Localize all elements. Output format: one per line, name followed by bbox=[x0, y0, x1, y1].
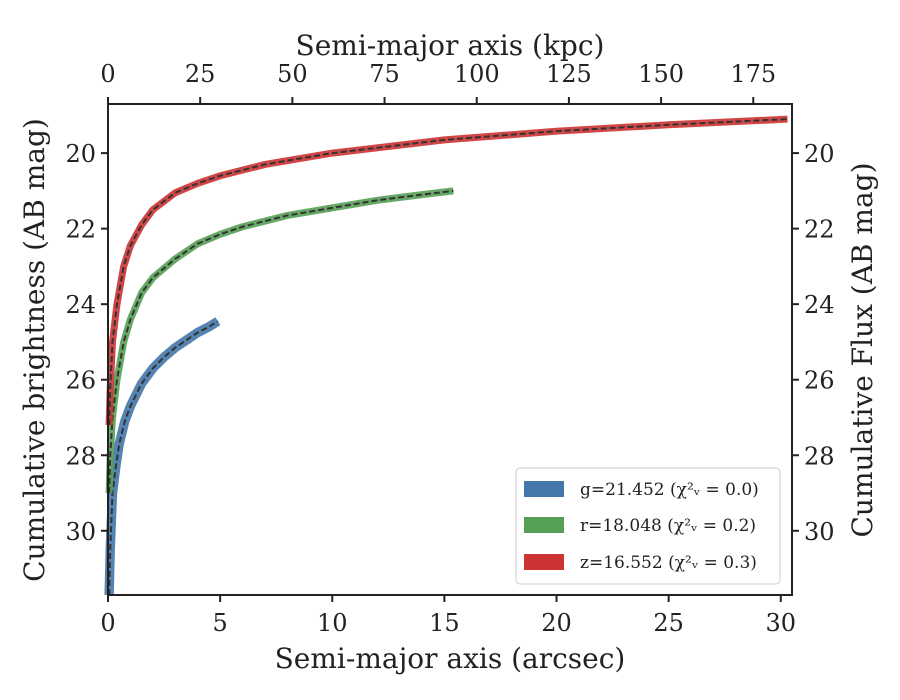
right-y-tick-label: 24 bbox=[804, 291, 835, 319]
y-tick-label: 26 bbox=[65, 367, 96, 395]
top-x-tick-label: 0 bbox=[100, 60, 115, 88]
x-tick-label: 20 bbox=[541, 609, 572, 637]
legend: g=21.452 (χ²ᵥ = 0.0) r=18.048 (χ²ᵥ = 0.2… bbox=[515, 467, 781, 585]
series-model-line-0 bbox=[108, 320, 219, 596]
right-y-tick-label: 26 bbox=[804, 367, 835, 395]
legend-label-r: r=18.048 (χ²ᵥ = 0.2) bbox=[580, 516, 756, 536]
x-tick-label: 5 bbox=[212, 609, 227, 637]
right-y-tick-label: 30 bbox=[804, 518, 835, 546]
series-model-line-1 bbox=[108, 189, 454, 494]
series-layer bbox=[104, 115, 788, 596]
right-y-tick-label: 20 bbox=[804, 140, 835, 168]
top-x-tick-label: 175 bbox=[730, 60, 776, 88]
right-y-tick-label: 22 bbox=[804, 216, 835, 244]
top-x-tick-label: 150 bbox=[638, 60, 684, 88]
top-x-tick-label: 125 bbox=[546, 60, 592, 88]
legend-label-z: z=16.552 (χ²ᵥ = 0.3) bbox=[580, 553, 757, 573]
legend-swatch-r bbox=[524, 517, 564, 533]
legend-swatch-z bbox=[524, 554, 564, 570]
y-tick-label: 24 bbox=[65, 291, 96, 319]
top-x-axis: 0 25 50 75 100 125 150 175 bbox=[100, 60, 776, 104]
x-tick-label: 25 bbox=[653, 609, 684, 637]
bottom-x-axis: 0 5 10 15 20 25 30 bbox=[100, 595, 796, 637]
x-axis-title: Semi-major axis (arcsec) bbox=[275, 642, 626, 675]
right-y-axis: 20 22 24 26 28 30 bbox=[792, 140, 835, 546]
plot-frame bbox=[107, 103, 793, 596]
y-axis-title: Cumulative brightness (AB mag) bbox=[18, 118, 51, 582]
x-tick-label: 0 bbox=[100, 609, 115, 637]
right-y-axis-title: Cumulative Flux (AB mag) bbox=[846, 162, 879, 537]
y-tick-label: 30 bbox=[65, 518, 96, 546]
y-tick-label: 22 bbox=[65, 216, 96, 244]
top-x-axis-title: Semi-major axis (kpc) bbox=[296, 29, 605, 62]
y-tick-label: 20 bbox=[65, 140, 96, 168]
left-y-axis: 20 22 24 26 28 30 bbox=[65, 140, 108, 546]
legend-swatch-g bbox=[524, 481, 564, 497]
legend-box bbox=[515, 467, 781, 585]
x-tick-label: 10 bbox=[317, 609, 348, 637]
legend-label-g: g=21.452 (χ²ᵥ = 0.0) bbox=[580, 480, 759, 500]
right-y-tick-label: 28 bbox=[804, 442, 835, 470]
y-tick-label: 28 bbox=[65, 442, 96, 470]
x-tick-label: 15 bbox=[429, 609, 460, 637]
series-model-line-2 bbox=[108, 118, 788, 426]
x-tick-label: 30 bbox=[766, 609, 797, 637]
top-x-tick-label: 75 bbox=[369, 60, 400, 88]
top-x-tick-label: 50 bbox=[277, 60, 308, 88]
top-x-tick-label: 25 bbox=[185, 60, 216, 88]
top-x-tick-label: 100 bbox=[454, 60, 500, 88]
